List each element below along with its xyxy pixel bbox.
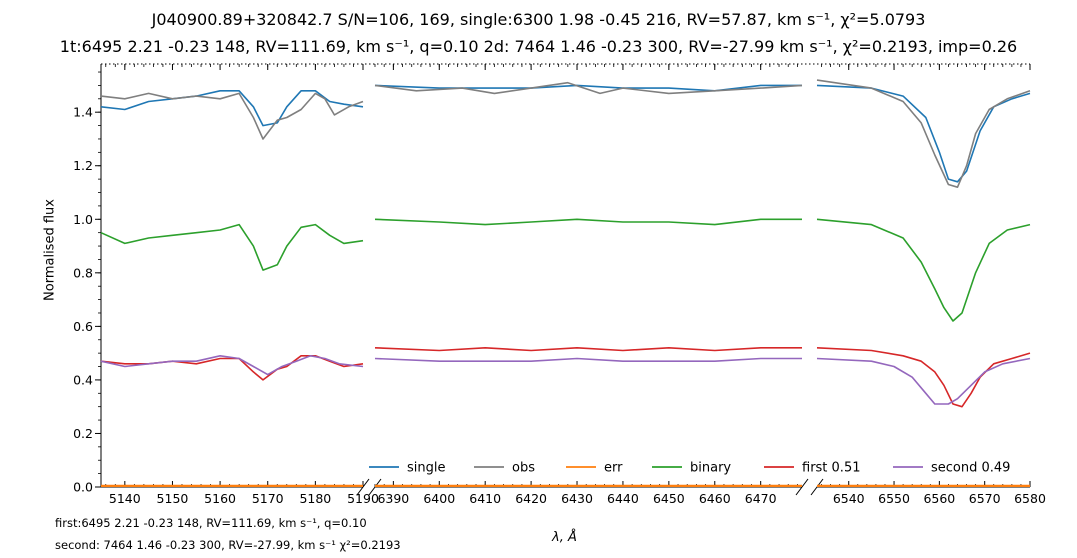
x-tick-label: 5180: [299, 491, 331, 506]
legend-entry-label: second 0.49: [931, 461, 1010, 476]
legend-entry-label: first 0.51: [802, 461, 860, 476]
y-tick-label: 0.2: [73, 426, 93, 441]
chart-title-line1: J040900.89+320842.7 S/N=106, 169, single…: [151, 10, 926, 29]
x-tick-label: 5160: [204, 491, 236, 506]
legend-entry-label: single: [407, 461, 446, 476]
series-line-second-049-panel-1: [374, 357, 802, 362]
footer-second-component: second: 7464 1.46 -0.23 300, RV=-27.99, …: [55, 538, 401, 552]
x-tick-label: 6400: [423, 491, 455, 506]
chart-title-line2: 1t:6495 2.21 -0.23 148, RV=111.69, km s⁻…: [59, 37, 1018, 56]
series-line-first-051-panel-1: [374, 347, 802, 352]
series-line-first-051-panel-2: [816, 347, 1031, 408]
y-tick-label: 0.8: [73, 265, 93, 280]
x-tick-label: 6390: [377, 491, 409, 506]
series-line-binary-panel-0: [100, 223, 364, 271]
series-line-binary-panel-1: [374, 218, 802, 226]
series-line-first-051-panel-0: [100, 355, 364, 381]
x-tick-label: 6540: [833, 491, 865, 506]
y-tick-label: 1.4: [73, 105, 93, 120]
x-tick-label: 6460: [699, 491, 731, 506]
series-line-second-049-panel-0: [100, 355, 364, 376]
x-tick-label: 6440: [607, 491, 639, 506]
y-tick-label: 0.0: [73, 480, 93, 495]
y-tick-label: 0.6: [73, 319, 93, 334]
y-axis-label: Normalised flux: [42, 199, 58, 301]
x-tick-label: 6410: [469, 491, 501, 506]
legend-entry-label: obs: [512, 461, 535, 476]
footer-first-component: first:6495 2.21 -0.23 148, RV=111.69, km…: [55, 516, 367, 530]
x-tick-label: 6430: [561, 491, 593, 506]
x-tick-label: 6560: [923, 491, 955, 506]
x-tick-label: 6550: [878, 491, 910, 506]
x-tick-label: 6580: [1014, 491, 1046, 506]
legend-entry-label: err: [604, 461, 623, 476]
series-line-binary-panel-2: [816, 218, 1031, 322]
x-tick-label: 6570: [969, 491, 1001, 506]
y-tick-label: 0.4: [73, 372, 93, 387]
series-line-single-panel-2: [816, 84, 1031, 183]
y-tick-label: 1.2: [73, 158, 93, 173]
x-tick-label: 5150: [157, 491, 189, 506]
x-tick-label: 5190: [347, 491, 379, 506]
legend-entry-label: binary: [690, 461, 731, 476]
y-tick-label: 1.0: [73, 212, 93, 227]
x-tick-label: 6470: [745, 491, 777, 506]
series-line-single-panel-0: [100, 90, 364, 127]
series-line-obs-panel-2: [816, 79, 1031, 188]
x-tick-label: 5170: [252, 491, 284, 506]
series-line-second-049-panel-2: [816, 357, 1031, 405]
x-axis-label: λ, Å: [552, 530, 577, 545]
x-tick-label: 5140: [109, 491, 141, 506]
series-line-obs-panel-1: [374, 81, 803, 95]
legend: single obs err binary first 0.51 second 0.49: [369, 461, 1010, 476]
x-tick-label: 6420: [515, 491, 547, 506]
x-tick-label: 6450: [653, 491, 685, 506]
series-line-obs-panel-0: [100, 92, 364, 140]
